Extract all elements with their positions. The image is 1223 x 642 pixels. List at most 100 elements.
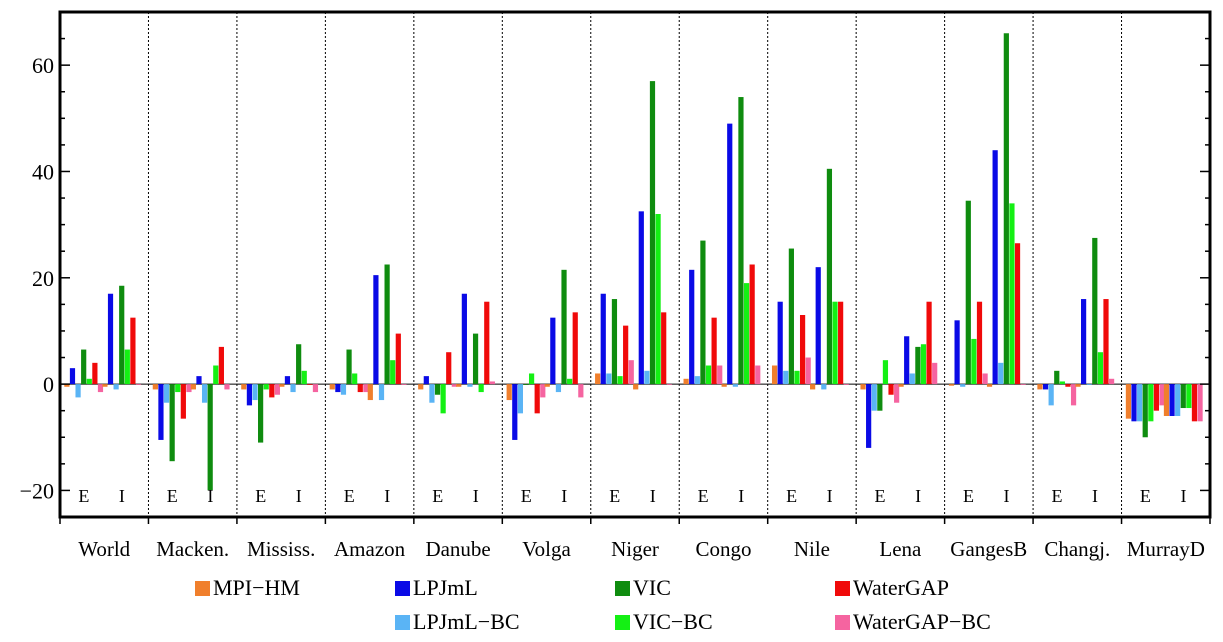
- bar: [279, 384, 285, 387]
- bar: [478, 384, 484, 393]
- bar: [1020, 384, 1026, 385]
- legend-item: LPJmL: [395, 574, 478, 602]
- legend-item: WaterGAP: [835, 574, 949, 602]
- bar: [894, 384, 900, 403]
- bar: [732, 384, 738, 387]
- bar: [390, 360, 396, 385]
- bar: [263, 384, 269, 390]
- legend: MPI−HM LPJmL VIC WaterGAP LPJmL−BC VIC−BC Wate…: [195, 574, 1195, 638]
- bar: [986, 384, 993, 387]
- subgroup-label: E: [78, 486, 89, 506]
- bar: [689, 269, 695, 385]
- bar: [523, 384, 529, 385]
- bar: [1059, 381, 1065, 385]
- bar: [992, 150, 998, 385]
- bar: [755, 365, 761, 385]
- bar: [860, 384, 866, 390]
- bar: [1186, 384, 1192, 409]
- bar: [1048, 384, 1054, 406]
- bar: [258, 384, 264, 443]
- bar: [152, 384, 158, 390]
- bar: [418, 384, 424, 390]
- subgroup-label: E: [609, 486, 620, 506]
- bar: [472, 333, 479, 385]
- bar: [201, 384, 208, 403]
- x-tick-label: Mississ.: [247, 537, 315, 561]
- subgroup-label: I: [915, 486, 921, 506]
- x-tick-label: Volga: [522, 537, 571, 561]
- bar: [1097, 352, 1103, 385]
- bar: [1131, 384, 1137, 422]
- bar: [826, 168, 833, 385]
- bar: [649, 81, 656, 385]
- bar: [135, 384, 142, 385]
- bar: [799, 315, 806, 385]
- subgroup-label: E: [875, 486, 886, 506]
- bar: [749, 264, 755, 385]
- subgroup-label: I: [650, 486, 656, 506]
- bar: [124, 349, 130, 385]
- subgroup-label: E: [698, 486, 709, 506]
- subgroup-label: I: [827, 486, 833, 506]
- bar: [395, 333, 401, 385]
- bar: [1009, 203, 1015, 385]
- bar: [998, 362, 1004, 385]
- legend-swatch: [195, 580, 210, 596]
- bar: [301, 370, 307, 385]
- bar: [783, 370, 789, 385]
- bar: [877, 384, 883, 411]
- bar: [960, 384, 966, 387]
- subgroup-label: E: [1140, 486, 1151, 506]
- bar: [882, 360, 889, 385]
- bar: [1070, 384, 1077, 406]
- bar: [638, 211, 644, 385]
- bar: [384, 264, 390, 385]
- bar: [1042, 384, 1049, 390]
- bar: [274, 384, 281, 395]
- legend-swatch: [835, 580, 850, 596]
- bar: [517, 384, 523, 414]
- legend-swatch: [395, 614, 410, 630]
- bar: [700, 240, 706, 385]
- legend-item: WaterGAP−BC: [835, 608, 991, 636]
- bar: [738, 97, 744, 385]
- bar: [606, 373, 612, 385]
- bar: [180, 384, 186, 419]
- bar: [296, 344, 302, 385]
- bar: [595, 373, 601, 385]
- legend-item: VIC−BC: [615, 608, 713, 636]
- bar: [175, 384, 181, 393]
- bar: [346, 349, 352, 385]
- bar: [805, 357, 811, 385]
- subgroup-label: E: [521, 486, 532, 506]
- bar: [461, 293, 467, 385]
- legend-label: LPJmL: [413, 575, 478, 600]
- bar: [1148, 384, 1154, 422]
- bar: [661, 312, 667, 385]
- legend-item: MPI−HM: [195, 574, 300, 602]
- bar: [666, 384, 672, 385]
- bar: [81, 349, 87, 385]
- bar: [888, 384, 894, 395]
- bar: [224, 384, 230, 390]
- bar: [92, 362, 98, 385]
- bar: [363, 384, 369, 393]
- bar: [871, 384, 877, 411]
- subgroup-label: E: [432, 486, 443, 506]
- x-tick-label: Lena: [879, 537, 922, 561]
- bar: [743, 283, 750, 385]
- bar: [1169, 384, 1175, 416]
- bar: [954, 320, 960, 385]
- bar: [1075, 384, 1081, 387]
- bar: [810, 384, 816, 390]
- bar: [86, 378, 92, 385]
- bar: [1137, 384, 1143, 422]
- x-tick-label: Amazon: [334, 537, 406, 561]
- bar: [1014, 243, 1021, 385]
- subgroup-label: I: [119, 486, 125, 506]
- bar: [611, 299, 618, 385]
- bar: [246, 384, 253, 406]
- bar: [633, 384, 639, 390]
- y-tick-label: 40: [32, 159, 54, 184]
- bar: [920, 344, 927, 385]
